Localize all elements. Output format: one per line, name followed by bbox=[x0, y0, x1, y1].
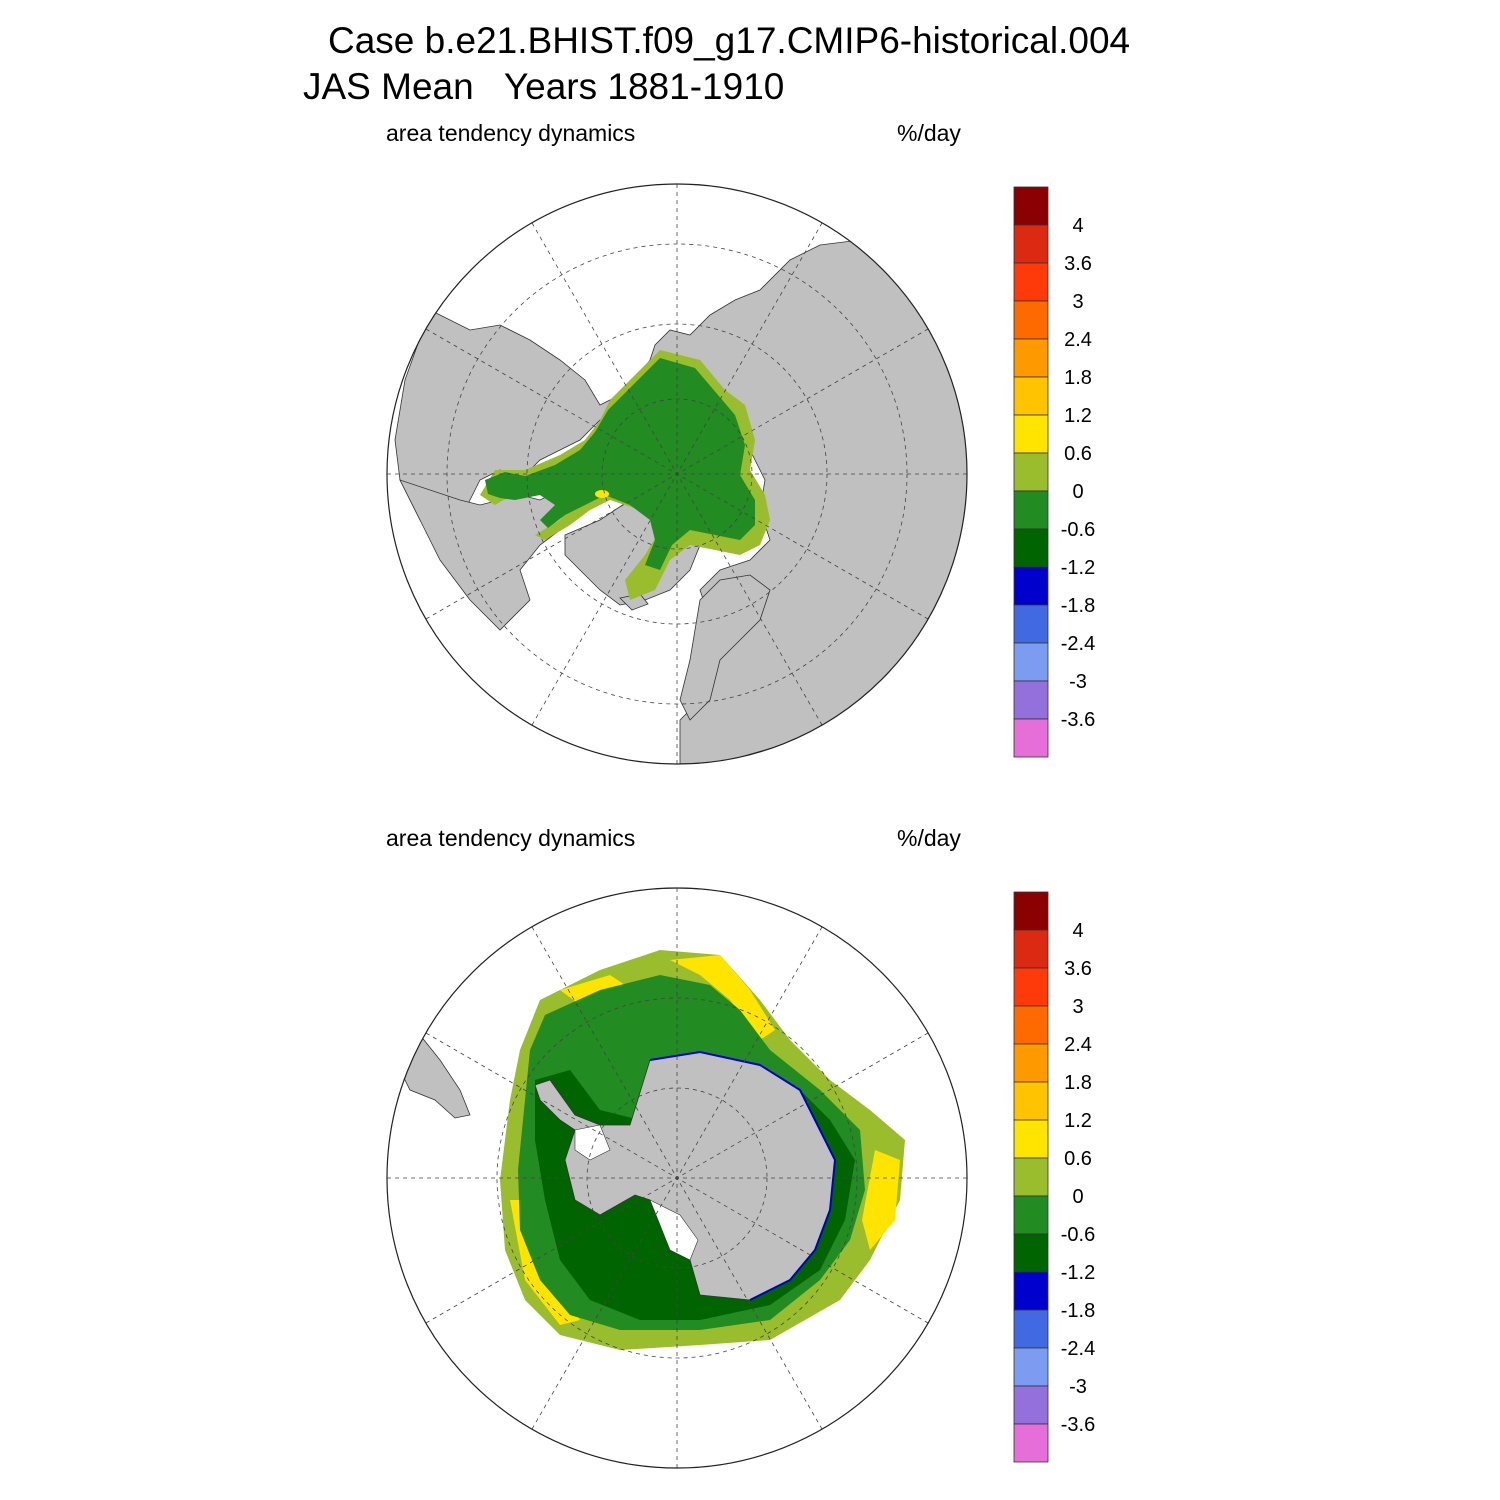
colorbar-swatch bbox=[1013, 452, 1049, 492]
colorbar-tick-label: -0.6 bbox=[1061, 1224, 1095, 1246]
north-graticule bbox=[387, 184, 967, 764]
colorbar-tick-label: 0.6 bbox=[1064, 443, 1092, 465]
colorbar-tick-label: 1.2 bbox=[1064, 405, 1092, 427]
colorbar-swatch bbox=[1013, 186, 1049, 226]
south-graticule bbox=[387, 888, 967, 1468]
south-ice-yellow-patch-1 bbox=[670, 955, 775, 1040]
colorbar-tick-label: -3 bbox=[1069, 1376, 1087, 1398]
north-hudson-bay bbox=[485, 472, 525, 498]
colorbar-swatch bbox=[1013, 1271, 1049, 1311]
colorbar-tick-label: -3.6 bbox=[1061, 709, 1095, 731]
colorbar-swatch bbox=[1013, 1157, 1049, 1197]
south-colorbar: 4 3.6 3 2.4 1.8 1.2 0.6 0 -0.6 -1.2 -1.8 -2.4 -3 -3.6 bbox=[1013, 891, 1095, 1463]
colorbar-swatch bbox=[1013, 376, 1049, 416]
colorbar-tick-label: 3.6 bbox=[1064, 958, 1092, 980]
colorbar-swatch bbox=[1013, 604, 1049, 644]
colorbar-tick-label: -0.6 bbox=[1061, 519, 1095, 541]
colorbar-swatch bbox=[1013, 1233, 1049, 1273]
colorbar-swatch bbox=[1013, 967, 1049, 1007]
colorbar-swatch bbox=[1013, 414, 1049, 454]
colorbar-tick-label: 1.8 bbox=[1064, 367, 1092, 389]
south-map-border bbox=[386, 887, 968, 1469]
colorbar-swatch bbox=[1013, 929, 1049, 969]
north-ice-negative-core bbox=[498, 358, 755, 570]
colorbar-swatch bbox=[1013, 528, 1049, 568]
north-polar-map bbox=[386, 183, 968, 765]
colorbar-tick-label: 0.6 bbox=[1064, 1148, 1092, 1170]
figure-title-case: Case b.e21.BHIST.f09_g17.CMIP6-historica… bbox=[328, 20, 1131, 61]
colorbar-swatch bbox=[1013, 1385, 1049, 1425]
colorbar-tick-label: 2.4 bbox=[1064, 329, 1092, 351]
colorbar-tick-label: -1.2 bbox=[1061, 1262, 1095, 1284]
colorbar-swatch bbox=[1013, 718, 1049, 758]
colorbar-swatch bbox=[1013, 224, 1049, 264]
colorbar-swatch bbox=[1013, 300, 1049, 340]
south-ice-yellow-patch-4 bbox=[560, 975, 625, 1005]
colorbar-tick-label: -2.4 bbox=[1061, 633, 1095, 655]
south-ice-yellow-patch-2 bbox=[862, 1150, 900, 1250]
south-panel-units-label: %/day bbox=[897, 825, 961, 851]
colorbar-swatch bbox=[1013, 262, 1049, 302]
south-panel-variable-label: area tendency dynamics bbox=[386, 825, 636, 851]
colorbar-tick-label: 1.8 bbox=[1064, 1072, 1092, 1094]
colorbar-swatch bbox=[1013, 1195, 1049, 1235]
south-ice-blue-rim bbox=[649, 1050, 837, 1301]
colorbar-tick-label: -1.8 bbox=[1061, 595, 1095, 617]
south-polar-map bbox=[386, 887, 968, 1469]
colorbar-tick-label: 0 bbox=[1072, 481, 1083, 503]
colorbar-swatch bbox=[1013, 1043, 1049, 1083]
colorbar-tick-label: -3.6 bbox=[1061, 1414, 1095, 1436]
colorbar-tick-label: 1.2 bbox=[1064, 1110, 1092, 1132]
colorbar-tick-label: -1.2 bbox=[1061, 557, 1095, 579]
north-land-europe bbox=[679, 574, 771, 721]
colorbar-swatch bbox=[1013, 338, 1049, 378]
colorbar-tick-label: 3.6 bbox=[1064, 253, 1092, 275]
north-panel-variable-label: area tendency dynamics bbox=[386, 120, 636, 146]
colorbar-swatch bbox=[1013, 680, 1049, 720]
colorbar-swatch bbox=[1013, 566, 1049, 606]
colorbar-swatch bbox=[1013, 1005, 1049, 1045]
colorbar-swatch bbox=[1013, 1347, 1049, 1387]
south-ice-shelf-ross bbox=[649, 1199, 699, 1261]
colorbar-swatch bbox=[1013, 1423, 1049, 1463]
colorbar-swatch bbox=[1013, 642, 1049, 682]
colorbar-tick-label: 0 bbox=[1072, 1186, 1083, 1208]
colorbar-tick-label: -2.4 bbox=[1061, 1338, 1095, 1360]
colorbar-swatch bbox=[1013, 891, 1049, 931]
colorbar-tick-label: -1.8 bbox=[1061, 1300, 1095, 1322]
figure-title-mean: JAS Mean Years 1881-1910 bbox=[303, 66, 785, 107]
colorbar-swatch bbox=[1013, 1119, 1049, 1159]
colorbar-tick-label: 3 bbox=[1072, 291, 1083, 313]
north-panel-units-label: %/day bbox=[897, 120, 961, 146]
colorbar-tick-label: 4 bbox=[1072, 215, 1083, 237]
north-colorbar: 4 3.6 3 2.4 1.8 1.2 0.6 0 -0.6 -1.2 -1.8 -2.4 -3 -3.6 bbox=[1013, 186, 1095, 758]
north-map-border bbox=[386, 183, 968, 765]
colorbar-swatch bbox=[1013, 1309, 1049, 1349]
north-ice-positive-patch bbox=[595, 490, 609, 498]
colorbar-tick-label: 4 bbox=[1072, 920, 1083, 942]
colorbar-tick-label: 3 bbox=[1072, 996, 1083, 1018]
colorbar-swatch bbox=[1013, 490, 1049, 530]
colorbar-tick-label: 2.4 bbox=[1064, 1034, 1092, 1056]
colorbar-swatch bbox=[1013, 1081, 1049, 1121]
colorbar-tick-label: -3 bbox=[1069, 671, 1087, 693]
south-ice-shelf-weddell bbox=[574, 1124, 611, 1161]
